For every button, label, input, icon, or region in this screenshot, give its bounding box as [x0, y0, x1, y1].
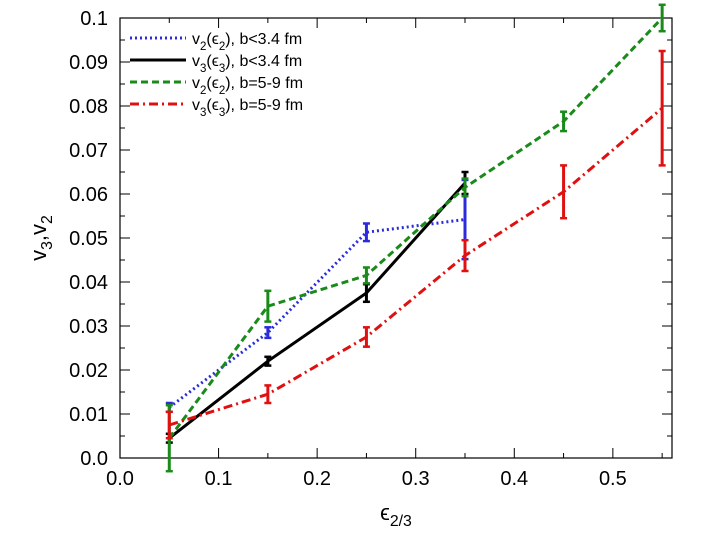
y-tick-label: 0.02 [69, 360, 108, 382]
text-part: 3 [200, 63, 206, 75]
text-part: ), b=5-9 fm [225, 97, 303, 114]
series-0 [165, 178, 469, 414]
x-tick-label: 0.2 [303, 468, 331, 490]
y-tick-label: 0.08 [69, 96, 108, 118]
text-part: ), b=5-9 fm [225, 75, 303, 92]
text-part: ϵ [380, 500, 390, 525]
series-line [168, 218, 466, 409]
x-tick-label: 0.0 [106, 468, 134, 490]
y-tick-label: 0.07 [69, 140, 108, 162]
data-point [264, 355, 272, 367]
text-part: (ϵ [206, 97, 218, 114]
legend-entry-1: v3(ϵ3), b<3.4 fm [130, 53, 302, 75]
y-tick-label: 0.09 [69, 52, 108, 74]
y-tick-label: 0.0 [80, 448, 108, 470]
data-point [362, 326, 370, 348]
text-part: 2 [219, 41, 225, 53]
text-part: 2 [200, 41, 206, 53]
data-point [165, 410, 173, 440]
y-axis-title: v3,v2 [26, 215, 56, 261]
series-line [168, 181, 467, 440]
text-part: (ϵ [206, 31, 218, 48]
data-point [362, 266, 370, 285]
data-point [560, 164, 568, 220]
x-tick-label: 0.4 [500, 468, 528, 490]
legend-label: v3(ϵ3), b<3.4 fm [192, 53, 302, 75]
legend-label: v2(ϵ2), b<3.4 fm [192, 31, 302, 53]
data-point [658, 49, 666, 167]
text-part: ), b<3.4 fm [225, 31, 302, 48]
x-axis-title: ϵ2/3 [380, 500, 412, 530]
text-part: 2/3 [390, 513, 412, 530]
text-part: v [192, 75, 200, 92]
legend-entry-0: v2(ϵ2), b<3.4 fm [130, 31, 302, 53]
series-line [168, 16, 664, 440]
data-point [560, 110, 568, 133]
legend-entry-2: v2(ϵ2), b=5-9 fm [130, 75, 303, 97]
text-part: 3 [39, 241, 56, 250]
legend-label: v2(ϵ2), b=5-9 fm [192, 75, 303, 97]
data-point [461, 238, 469, 273]
text-part: ,v [26, 224, 51, 241]
data-point [264, 289, 272, 323]
text-part: 2 [219, 85, 225, 97]
text-part: ), b<3.4 fm [225, 53, 302, 70]
y-tick-label: 0.05 [69, 228, 108, 250]
text-part: 2 [200, 85, 206, 97]
data-point [658, 3, 666, 33]
y-tick-label: 0.1 [80, 8, 108, 30]
data-point [461, 177, 469, 198]
text-part: (ϵ [206, 75, 218, 92]
y-tick-label: 0.06 [69, 184, 108, 206]
legend-label: v3(ϵ3), b=5-9 fm [192, 97, 303, 119]
data-point [264, 384, 272, 405]
y-tick-label: 0.01 [69, 404, 108, 426]
data-point [264, 326, 272, 340]
y-tick-label: 0.04 [69, 272, 108, 294]
text-part: 3 [200, 107, 206, 119]
text-part: v [192, 31, 200, 48]
series-1 [165, 170, 469, 444]
text-part: (ϵ [206, 53, 218, 70]
y-tick-label: 0.03 [69, 316, 108, 338]
x-tick-label: 0.3 [402, 468, 430, 490]
text-part: v [192, 97, 200, 114]
x-tick-label: 0.1 [205, 468, 233, 490]
legend-entry-3: v3(ϵ3), b=5-9 fm [130, 97, 303, 119]
text-part: 3 [219, 107, 225, 119]
x-tick-label: 0.5 [599, 468, 627, 490]
text-part: 2 [39, 215, 56, 224]
series-3 [165, 49, 666, 440]
data-point [362, 222, 370, 243]
text-part: v [26, 250, 51, 261]
text-part: v [192, 53, 200, 70]
series-line [168, 107, 664, 427]
text-part: 3 [219, 63, 225, 75]
